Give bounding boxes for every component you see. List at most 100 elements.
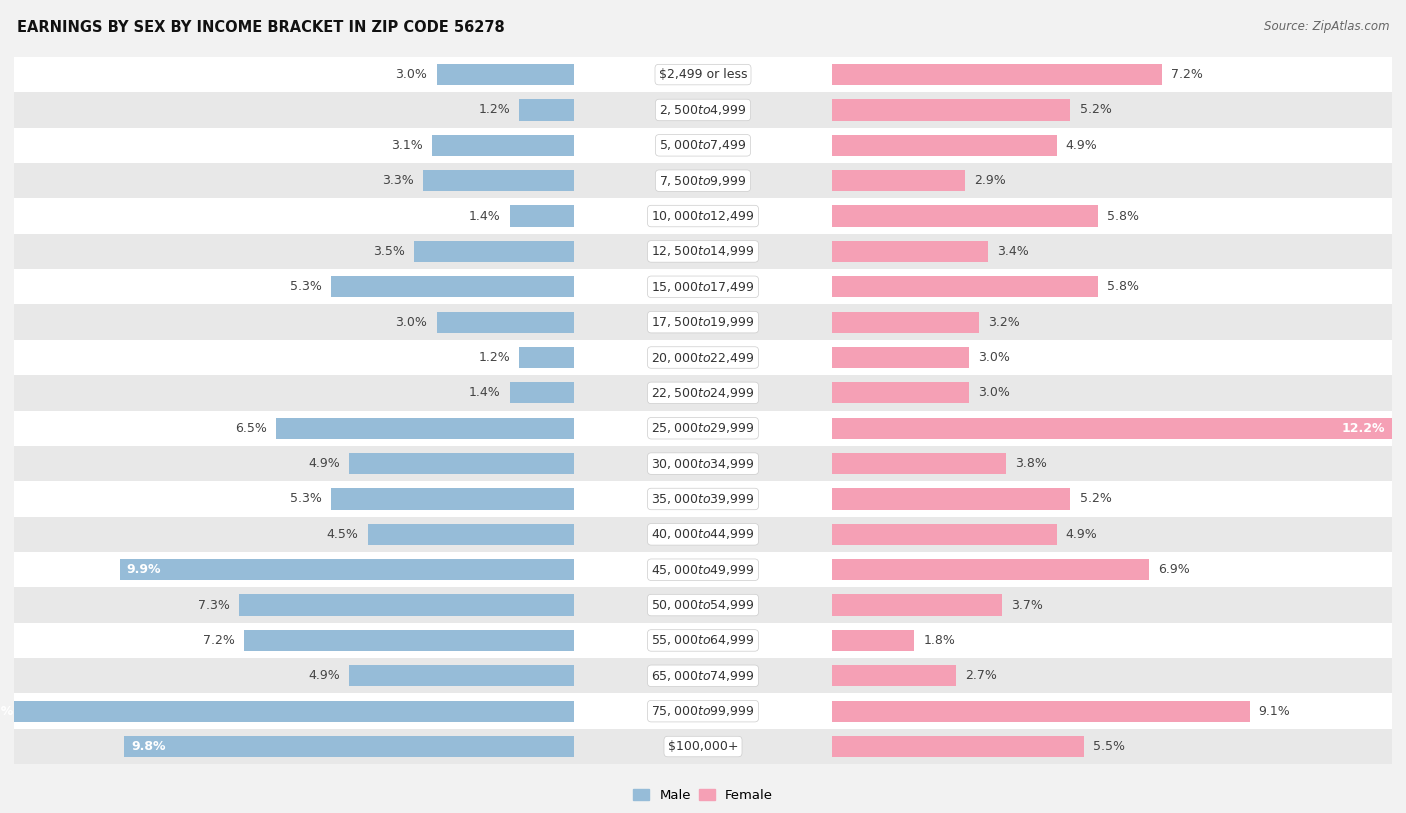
Text: $2,500 to $4,999: $2,500 to $4,999 [659, 103, 747, 117]
Text: 1.4%: 1.4% [470, 386, 501, 399]
Bar [831, 135, 1057, 156]
Legend: Male, Female: Male, Female [627, 784, 779, 807]
Text: 3.8%: 3.8% [1015, 457, 1047, 470]
Bar [831, 170, 965, 191]
Text: 1.2%: 1.2% [478, 351, 510, 364]
Bar [14, 57, 1392, 92]
Bar [14, 304, 1392, 340]
Bar [831, 99, 1070, 120]
Bar [14, 729, 1392, 764]
Bar [349, 453, 575, 474]
Bar [831, 665, 956, 686]
Text: 1.4%: 1.4% [470, 210, 501, 223]
Bar [14, 517, 1392, 552]
Bar [330, 276, 575, 298]
Bar [831, 382, 969, 403]
Bar [14, 552, 1392, 587]
Text: 3.5%: 3.5% [373, 245, 405, 258]
Text: $20,000 to $22,499: $20,000 to $22,499 [651, 350, 755, 364]
Text: 7.2%: 7.2% [1171, 68, 1204, 81]
Bar [510, 382, 575, 403]
Text: 9.1%: 9.1% [1258, 705, 1291, 718]
Text: 4.5%: 4.5% [326, 528, 359, 541]
Text: $2,499 or less: $2,499 or less [659, 68, 747, 81]
Text: $35,000 to $39,999: $35,000 to $39,999 [651, 492, 755, 506]
Bar [349, 665, 575, 686]
Bar [437, 64, 575, 85]
Bar [14, 587, 1392, 623]
Text: 4.9%: 4.9% [1066, 139, 1098, 152]
Text: 3.0%: 3.0% [979, 386, 1011, 399]
Text: $15,000 to $17,499: $15,000 to $17,499 [651, 280, 755, 293]
Text: $50,000 to $54,999: $50,000 to $54,999 [651, 598, 755, 612]
Text: $5,000 to $7,499: $5,000 to $7,499 [659, 138, 747, 152]
Text: $100,000+: $100,000+ [668, 740, 738, 753]
Bar [0, 701, 575, 722]
Bar [831, 347, 969, 368]
Bar [831, 64, 1163, 85]
Bar [831, 418, 1392, 439]
Text: 4.9%: 4.9% [308, 457, 340, 470]
Text: $55,000 to $64,999: $55,000 to $64,999 [651, 633, 755, 647]
Text: 6.5%: 6.5% [235, 422, 267, 435]
Text: 7.3%: 7.3% [198, 598, 231, 611]
Text: 5.8%: 5.8% [1107, 280, 1139, 293]
Text: 5.3%: 5.3% [290, 280, 322, 293]
Text: 3.2%: 3.2% [988, 315, 1019, 328]
Bar [14, 163, 1392, 198]
Bar [14, 376, 1392, 411]
Text: 5.3%: 5.3% [290, 493, 322, 506]
Bar [14, 233, 1392, 269]
Text: 1.2%: 1.2% [478, 103, 510, 116]
Bar [120, 559, 575, 580]
Text: $22,500 to $24,999: $22,500 to $24,999 [651, 386, 755, 400]
Bar [368, 524, 575, 545]
Text: 3.1%: 3.1% [391, 139, 423, 152]
Bar [243, 630, 575, 651]
Bar [831, 206, 1098, 227]
Bar [14, 128, 1392, 163]
Text: $25,000 to $29,999: $25,000 to $29,999 [651, 421, 755, 435]
Text: 5.2%: 5.2% [1080, 103, 1112, 116]
Bar [831, 594, 1001, 615]
Text: 2.7%: 2.7% [965, 669, 997, 682]
Bar [14, 269, 1392, 304]
Text: 4.9%: 4.9% [1066, 528, 1098, 541]
Text: 7.2%: 7.2% [202, 634, 235, 647]
Bar [519, 347, 575, 368]
Text: 5.8%: 5.8% [1107, 210, 1139, 223]
Text: Source: ZipAtlas.com: Source: ZipAtlas.com [1264, 20, 1389, 33]
Bar [423, 170, 575, 191]
Text: $7,500 to $9,999: $7,500 to $9,999 [659, 174, 747, 188]
Bar [14, 446, 1392, 481]
Bar [831, 241, 988, 262]
Bar [432, 135, 575, 156]
Text: EARNINGS BY SEX BY INCOME BRACKET IN ZIP CODE 56278: EARNINGS BY SEX BY INCOME BRACKET IN ZIP… [17, 20, 505, 35]
Text: 3.3%: 3.3% [382, 174, 413, 187]
Text: $10,000 to $12,499: $10,000 to $12,499 [651, 209, 755, 223]
Text: 3.7%: 3.7% [1011, 598, 1043, 611]
Bar [831, 276, 1098, 298]
Text: 9.8%: 9.8% [131, 740, 166, 753]
Bar [14, 693, 1392, 729]
Text: 12.2%: 12.2% [1341, 422, 1385, 435]
Bar [14, 92, 1392, 128]
Text: $45,000 to $49,999: $45,000 to $49,999 [651, 563, 755, 576]
Text: $75,000 to $99,999: $75,000 to $99,999 [651, 704, 755, 718]
Bar [831, 736, 1084, 757]
Bar [14, 198, 1392, 234]
Text: 1.8%: 1.8% [924, 634, 955, 647]
Text: 9.9%: 9.9% [127, 563, 162, 576]
Bar [14, 623, 1392, 659]
Bar [437, 311, 575, 333]
Bar [413, 241, 575, 262]
Bar [831, 453, 1007, 474]
Bar [510, 206, 575, 227]
Bar [14, 340, 1392, 375]
Text: 3.0%: 3.0% [979, 351, 1011, 364]
Bar [831, 701, 1250, 722]
Text: 4.9%: 4.9% [308, 669, 340, 682]
Text: $12,500 to $14,999: $12,500 to $14,999 [651, 245, 755, 259]
Text: $17,500 to $19,999: $17,500 to $19,999 [651, 315, 755, 329]
Bar [519, 99, 575, 120]
